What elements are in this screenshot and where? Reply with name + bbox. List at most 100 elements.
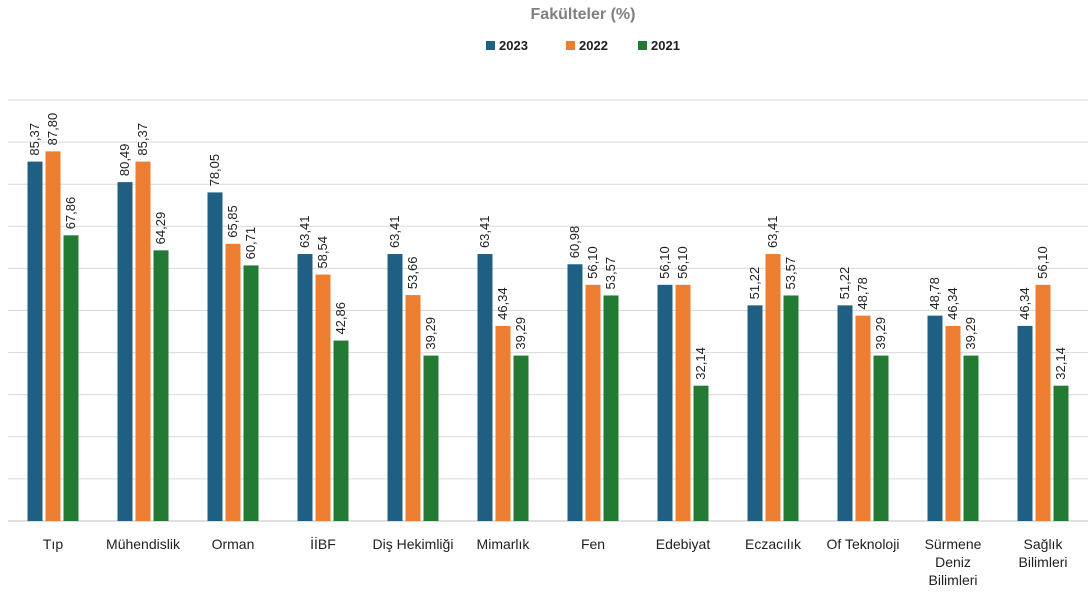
bar-2023-9 bbox=[837, 305, 853, 521]
data-label: 46,34 bbox=[1017, 287, 1032, 320]
bar-2023-3 bbox=[297, 254, 313, 522]
legend-item-2023: 2023 bbox=[486, 38, 528, 53]
data-label: 63,41 bbox=[765, 215, 780, 248]
bar-2021-9 bbox=[873, 355, 889, 521]
bar-2021-3 bbox=[333, 340, 349, 521]
bar-2022-0 bbox=[45, 151, 61, 521]
data-label: 58,54 bbox=[315, 236, 330, 269]
category-label: Tıp bbox=[43, 536, 63, 552]
data-label: 64,29 bbox=[153, 212, 168, 245]
data-label: 32,14 bbox=[693, 347, 708, 380]
bar-2022-8 bbox=[765, 254, 781, 522]
bar-2022-11 bbox=[1035, 284, 1051, 521]
category-label: Diş Hekimliği bbox=[373, 536, 454, 552]
bar-2022-1 bbox=[135, 161, 151, 522]
bars bbox=[27, 151, 1069, 522]
gridlines bbox=[8, 99, 1088, 522]
category-label: Of Teknoloji bbox=[827, 536, 900, 552]
legend-label: 2022 bbox=[579, 38, 608, 53]
data-label: 63,41 bbox=[477, 215, 492, 248]
category-labels: Tıp Mühendislik Orman İİBF Diş Hekimliği Mima… bbox=[43, 535, 1068, 588]
legend-swatch bbox=[486, 41, 495, 50]
bar-2023-8 bbox=[747, 305, 763, 521]
legend-label: 2023 bbox=[499, 38, 528, 53]
bar-2023-7 bbox=[657, 284, 673, 521]
data-label: 39,29 bbox=[423, 317, 438, 350]
data-label: 39,29 bbox=[873, 317, 888, 350]
bar-2023-6 bbox=[567, 264, 583, 521]
legend-item-2022: 2022 bbox=[566, 38, 608, 53]
legend-swatch bbox=[638, 41, 647, 50]
data-label: 48,78 bbox=[855, 277, 870, 310]
data-label: 56,10 bbox=[675, 246, 690, 279]
bar-2022-2 bbox=[225, 243, 241, 522]
data-label: 63,41 bbox=[387, 215, 402, 248]
bar-2021-10 bbox=[963, 355, 979, 521]
category-label: Orman bbox=[212, 536, 255, 552]
data-label: 46,34 bbox=[495, 287, 510, 320]
bar-2021-0 bbox=[63, 235, 79, 522]
data-label: 56,10 bbox=[585, 246, 600, 279]
bar-2023-1 bbox=[117, 182, 133, 522]
data-label: 78,05 bbox=[207, 154, 222, 187]
category-label: Sürmene Deniz Bilimleri bbox=[925, 536, 982, 588]
category-label: İİBF bbox=[310, 535, 336, 552]
bar-2021-5 bbox=[513, 355, 529, 521]
data-label: 87,80 bbox=[45, 113, 60, 146]
data-label: 53,57 bbox=[603, 257, 618, 290]
category-label: Fen bbox=[581, 536, 605, 552]
data-label: 60,98 bbox=[567, 226, 582, 259]
data-label: 56,10 bbox=[1035, 246, 1050, 279]
category-label: Mimarlık bbox=[477, 536, 531, 552]
legend-item-2021: 2021 bbox=[638, 38, 680, 53]
data-label: 46,34 bbox=[945, 287, 960, 320]
data-label: 65,85 bbox=[225, 205, 240, 238]
bar-2021-8 bbox=[783, 295, 799, 521]
legend: 2023 2022 2021 bbox=[486, 38, 680, 53]
bar-2022-3 bbox=[315, 274, 331, 521]
data-label: 51,22 bbox=[747, 267, 762, 300]
bar-2021-1 bbox=[153, 250, 169, 521]
bar-2022-5 bbox=[495, 325, 511, 521]
category-label: Sağlık Bilimleri bbox=[1019, 536, 1068, 570]
bar-2022-9 bbox=[855, 315, 871, 521]
data-label: 53,57 bbox=[783, 257, 798, 290]
data-label: 53,66 bbox=[405, 257, 420, 290]
category-label: Eczacılık bbox=[745, 536, 802, 552]
data-label: 42,86 bbox=[333, 302, 348, 335]
chart-title: Fakülteler (%) bbox=[531, 6, 636, 23]
legend-label: 2021 bbox=[651, 38, 680, 53]
bar-2021-4 bbox=[423, 355, 439, 521]
bar-2023-11 bbox=[1017, 325, 1033, 521]
data-label: 67,86 bbox=[63, 197, 78, 230]
data-label: 32,14 bbox=[1053, 347, 1068, 380]
bar-2023-2 bbox=[207, 192, 223, 522]
data-label: 51,22 bbox=[837, 267, 852, 300]
bar-2023-4 bbox=[387, 254, 403, 522]
bar-2021-7 bbox=[693, 385, 709, 521]
legend-swatch bbox=[566, 41, 575, 50]
data-label: 39,29 bbox=[963, 317, 978, 350]
bar-2023-0 bbox=[27, 161, 43, 522]
data-label: 60,71 bbox=[243, 227, 258, 260]
data-label: 85,37 bbox=[135, 123, 150, 156]
bar-2023-10 bbox=[927, 315, 943, 521]
bar-2022-4 bbox=[405, 295, 421, 521]
data-labels: 85,37 87,8067,8680,4985,3764,2978,0565,85… bbox=[27, 113, 1068, 380]
category-label: Mühendislik bbox=[106, 536, 181, 552]
data-label: 56,10 bbox=[657, 246, 672, 279]
bar-2021-11 bbox=[1053, 385, 1069, 521]
data-label: 48,78 bbox=[927, 277, 942, 310]
data-label: 85,37 bbox=[27, 123, 42, 156]
bar-2022-7 bbox=[675, 284, 691, 521]
bar-2023-5 bbox=[477, 254, 493, 522]
bar-2022-6 bbox=[585, 284, 601, 521]
category-label: Edebiyat bbox=[656, 536, 711, 552]
data-label: 39,29 bbox=[513, 317, 528, 350]
bar-2022-10 bbox=[945, 325, 961, 521]
data-label: 63,41 bbox=[297, 215, 312, 248]
data-label: 80,49 bbox=[117, 144, 132, 177]
bar-2021-2 bbox=[243, 265, 259, 521]
bar-2021-6 bbox=[603, 295, 619, 521]
